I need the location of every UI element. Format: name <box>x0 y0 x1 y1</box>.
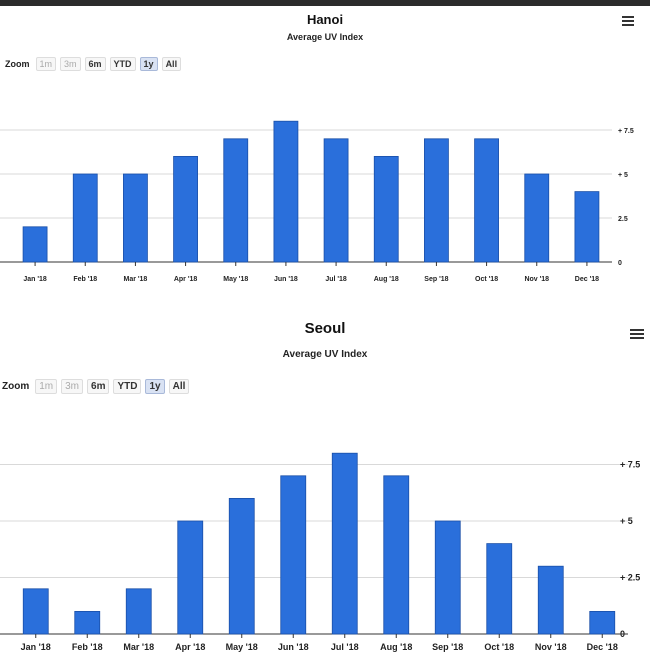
y-tick-label: 2.5 <box>618 216 628 223</box>
panel-divider <box>0 304 650 312</box>
zoom-1y-button[interactable]: 1y <box>139 57 158 71</box>
x-tick-label: Nov '18 <box>524 276 549 283</box>
chart-title: Hanoi <box>306 12 344 27</box>
bar <box>323 138 349 263</box>
chart-subtitle: Average UV Index <box>286 32 364 42</box>
bar <box>434 520 461 635</box>
zoom-1m-button[interactable]: 1m <box>35 379 58 394</box>
bar <box>223 138 249 263</box>
x-tick-label: Mar '18 <box>123 642 154 652</box>
x-tick-label: Aug '18 <box>374 276 399 283</box>
x-tick-label: Jul '18 <box>331 642 359 652</box>
x-tick-label: Sep '18 <box>432 642 463 652</box>
x-tick-label: Jan '18 <box>23 276 47 283</box>
zoom-label: Zoom <box>2 381 30 392</box>
bar <box>22 588 49 635</box>
bar <box>74 610 101 635</box>
zoom-6m-button[interactable]: 6m <box>84 57 106 71</box>
chart-title: Seoul <box>304 320 346 337</box>
x-tick-label: May '18 <box>223 276 248 283</box>
x-tick-label: Dec '18 <box>575 276 599 283</box>
plot-area: 0 2.5 + 5 + 7.5 Jan '18 Feb '18 Mar '18 Apr '18… <box>0 120 634 283</box>
bar <box>589 610 616 635</box>
bar <box>22 226 48 263</box>
x-tick-label: Mar '18 <box>123 276 147 283</box>
x-tick-label: Oct '18 <box>484 642 514 652</box>
x-tick-label: Nov '18 <box>535 642 567 652</box>
chart-panel-seoul: Seoul Average UV Index Zoom 1m 3m 6m YTD… <box>0 312 650 656</box>
bar <box>474 138 499 263</box>
bar <box>574 191 600 263</box>
zoom-3m-button[interactable]: 3m <box>60 57 81 71</box>
bar <box>280 475 307 635</box>
x-tick-label: Oct '18 <box>475 276 498 283</box>
bar <box>177 520 204 635</box>
bar <box>383 475 410 635</box>
x-tick-label: Apr '18 <box>174 276 198 283</box>
zoom-selector: Zoom 1m 3m 6m YTD 1y All <box>5 57 182 71</box>
x-tick-label: Jun '18 <box>278 642 309 652</box>
x-tick-label: Aug '18 <box>380 642 412 652</box>
y-tick-label: 0 <box>618 260 622 267</box>
x-tick-label: Dec '18 <box>587 642 618 652</box>
top-border-strip <box>0 0 650 6</box>
y-tick-label: + 2.5 <box>620 573 640 583</box>
bar <box>373 155 399 263</box>
y-tick-label: + 7.5 <box>620 460 640 470</box>
zoom-all-button[interactable]: All <box>161 57 182 71</box>
x-tick-label: Feb '18 <box>72 642 103 652</box>
y-tick-label: + 7.5 <box>618 128 634 135</box>
zoom-ytd-button[interactable]: YTD <box>113 379 142 394</box>
y-tick-label: + 5 <box>620 516 633 526</box>
chart-subtitle: Average UV Index <box>282 349 368 360</box>
x-tick-label: Sep '18 <box>424 276 448 283</box>
bar <box>537 565 564 635</box>
x-tick-label: Feb '18 <box>73 276 97 283</box>
hamburger-menu-icon[interactable] <box>622 16 634 28</box>
zoom-all-button[interactable]: All <box>168 379 190 394</box>
zoom-1y-button[interactable]: 1y <box>145 379 165 394</box>
x-tick-label: May '18 <box>226 642 258 652</box>
x-tick-label: Apr '18 <box>175 642 205 652</box>
zoom-1m-button[interactable]: 1m <box>35 57 57 71</box>
zoom-selector: Zoom 1m 3m 6m YTD 1y All <box>2 379 190 394</box>
x-tick-label: Jan '18 <box>21 642 51 652</box>
zoom-ytd-button[interactable]: YTD <box>109 57 136 71</box>
bar <box>123 173 148 263</box>
zoom-6m-button[interactable]: 6m <box>87 379 110 394</box>
bar <box>486 543 513 635</box>
bar <box>331 452 358 635</box>
zoom-3m-button[interactable]: 3m <box>61 379 84 394</box>
bar <box>125 588 152 635</box>
bar <box>72 173 98 263</box>
bar <box>273 120 299 263</box>
chart-panel-hanoi: Hanoi Average UV Index Zoom 1m 3m 6m YTD… <box>0 6 650 306</box>
bar <box>228 497 255 635</box>
bar <box>524 173 550 263</box>
hamburger-menu-icon[interactable] <box>630 329 644 341</box>
x-tick-label: Jul '18 <box>325 276 347 283</box>
y-tick-label: + 5 <box>618 172 628 179</box>
bar <box>424 138 449 263</box>
x-tick-label: Jun '18 <box>274 276 298 283</box>
zoom-label: Zoom <box>5 59 30 69</box>
bar <box>173 155 198 263</box>
